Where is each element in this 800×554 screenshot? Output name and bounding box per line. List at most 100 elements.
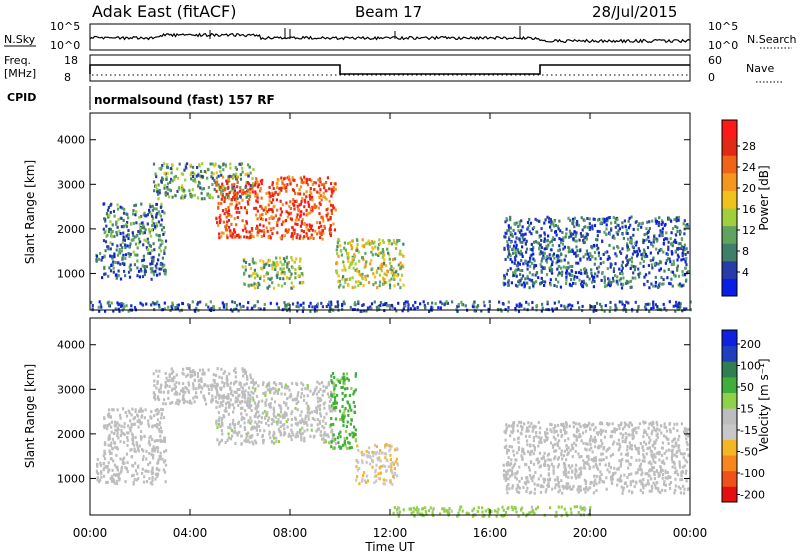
- data-cell: [640, 257, 644, 261]
- data-cell: [512, 427, 515, 431]
- data-cell: [267, 208, 270, 212]
- data-cell: [331, 372, 335, 375]
- data-cell: [661, 473, 664, 476]
- data-cell: [132, 417, 135, 421]
- data-cell: [563, 306, 567, 310]
- data-cell: [348, 446, 351, 450]
- data-cell: [307, 414, 310, 418]
- data-cell: [216, 390, 219, 394]
- data-cell: [543, 451, 546, 455]
- data-cell: [647, 482, 650, 486]
- data-cell: [137, 425, 140, 429]
- data-cell: [320, 301, 323, 305]
- data-cell: [585, 235, 588, 239]
- data-cell: [343, 241, 346, 245]
- data-cell: [678, 460, 681, 464]
- data-cell: [220, 419, 223, 423]
- data-cell: [100, 471, 103, 475]
- data-cell: [289, 434, 293, 438]
- data-cell: [532, 283, 535, 287]
- data-cell: [290, 418, 294, 421]
- data-cell: [151, 301, 154, 305]
- data-cell: [196, 375, 200, 379]
- data-cell: [173, 175, 176, 179]
- data-cell: [121, 241, 124, 244]
- data-cell: [539, 282, 542, 286]
- data-cell: [670, 241, 673, 245]
- data-cell: [543, 266, 546, 270]
- data-cell: [190, 401, 193, 405]
- data-cell: [277, 388, 280, 392]
- data-cell: [144, 214, 147, 218]
- data-cell: [272, 436, 276, 440]
- data-cell: [155, 302, 158, 306]
- data-cell: [552, 222, 555, 226]
- data-cell: [247, 301, 250, 305]
- data-cell: [530, 253, 533, 257]
- data-cell: [672, 304, 675, 308]
- data-cell: [169, 180, 172, 184]
- data-cell: [379, 471, 382, 475]
- data-cell: [626, 476, 629, 479]
- data-cell: [394, 270, 397, 274]
- data-cell: [356, 239, 359, 243]
- data-cell: [568, 229, 571, 233]
- data-cell: [326, 176, 329, 180]
- data-cell: [187, 389, 190, 393]
- data-cell: [339, 283, 342, 287]
- data-cell: [372, 247, 375, 251]
- data-cell: [197, 386, 200, 390]
- data-cell: [377, 477, 380, 481]
- data-cell: [283, 177, 286, 181]
- data-cell: [268, 381, 271, 385]
- data-cell: [212, 373, 215, 377]
- data-cell: [294, 191, 297, 195]
- data-cell: [613, 427, 616, 431]
- data-cell: [166, 166, 169, 170]
- data-cell: [154, 472, 158, 476]
- data-cell: [193, 373, 196, 377]
- data-cell: [530, 242, 533, 246]
- data-cell: [650, 454, 653, 458]
- data-cell: [261, 411, 264, 415]
- data-cell: [148, 451, 151, 455]
- data-cell: [545, 260, 549, 264]
- data-cell: [136, 253, 139, 257]
- data-cell: [388, 279, 391, 283]
- data-cell: [165, 178, 168, 181]
- data-cell: [572, 219, 575, 223]
- data-cell: [111, 437, 114, 441]
- data-cell: [240, 385, 243, 389]
- data-cell: [160, 413, 163, 417]
- data-cell: [310, 235, 313, 239]
- data-cell: [331, 409, 334, 413]
- data-cell: [268, 284, 271, 288]
- data-cell: [298, 265, 301, 268]
- data-cell: [554, 424, 557, 428]
- data-cell: [244, 370, 248, 374]
- data-cell: [524, 277, 527, 281]
- data-cell: [255, 425, 258, 429]
- data-cell: [104, 443, 107, 447]
- data-cell: [539, 426, 542, 430]
- data-cell: [294, 435, 297, 439]
- data-cell: [372, 454, 375, 458]
- data-cell: [346, 446, 349, 450]
- colorbar-segment: [722, 137, 737, 156]
- data-cell: [674, 488, 677, 492]
- data-cell: [126, 443, 129, 447]
- data-cell: [132, 233, 135, 237]
- data-cell: [314, 181, 317, 185]
- data-cell: [364, 274, 367, 278]
- data-cell: [236, 197, 239, 200]
- data-cell: [287, 302, 290, 306]
- data-cell: [161, 265, 164, 269]
- data-cell: [388, 253, 391, 257]
- data-cell: [575, 254, 578, 258]
- data-cell: [252, 283, 255, 287]
- data-cell: [652, 422, 655, 426]
- data-cell: [139, 435, 142, 439]
- data-cell: [113, 463, 116, 467]
- data-cell: [613, 466, 616, 470]
- data-cell: [239, 382, 242, 386]
